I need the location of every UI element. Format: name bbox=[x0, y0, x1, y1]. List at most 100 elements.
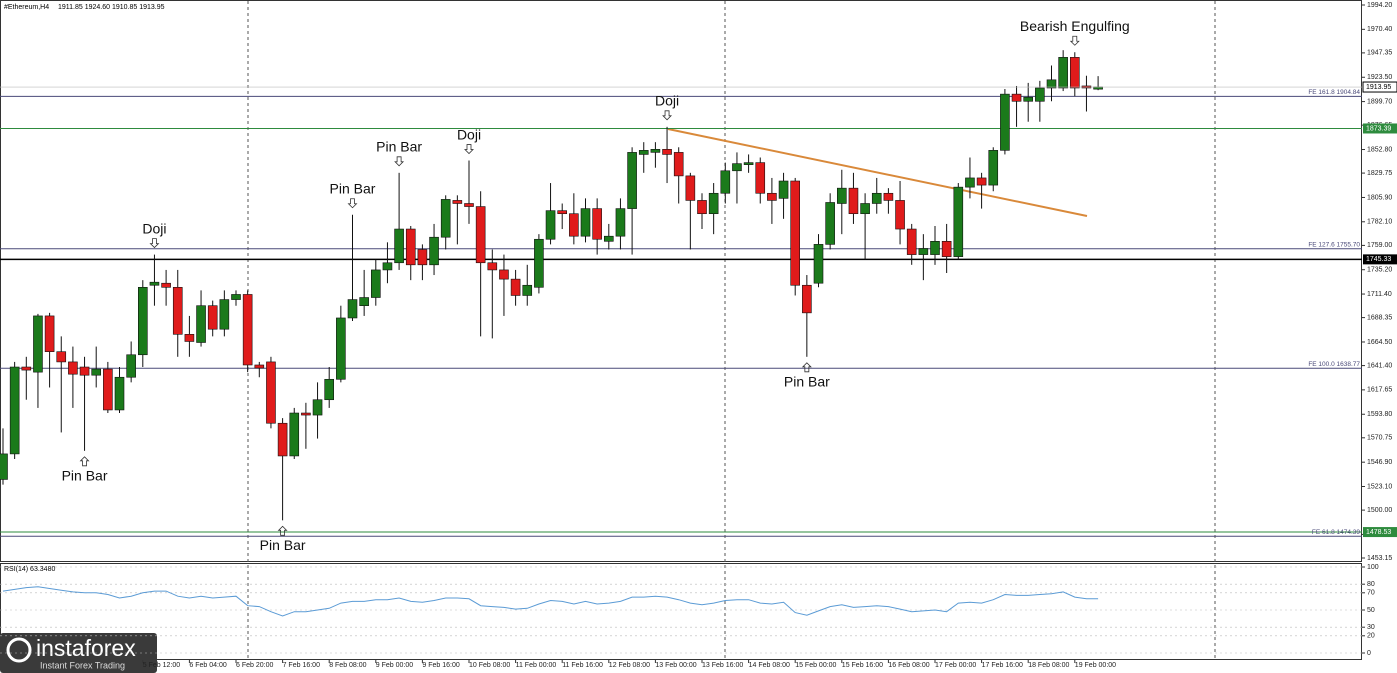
candle-body bbox=[580, 208, 591, 237]
logo-tagline: Instant Forex Trading bbox=[40, 660, 125, 670]
level-tag bbox=[1363, 254, 1397, 265]
arrow-up bbox=[79, 456, 90, 467]
candle-body bbox=[382, 262, 393, 271]
y-tick-label: 1500.00 bbox=[1367, 507, 1392, 514]
candle-body bbox=[767, 192, 777, 201]
level-label: FE 61.8 1474.39 bbox=[1312, 529, 1360, 536]
y-tick-label: 1570.75 bbox=[1367, 435, 1392, 442]
candle-body bbox=[965, 177, 975, 188]
candle-body bbox=[499, 269, 509, 280]
candle-body bbox=[33, 315, 43, 373]
x-tick-label: 9 Feb 00:00 bbox=[376, 662, 413, 669]
candle-body bbox=[627, 152, 637, 209]
y-tick-label: 1664.50 bbox=[1367, 339, 1392, 346]
candle-body bbox=[1058, 57, 1068, 89]
candle-body bbox=[941, 241, 952, 257]
y-tick-label: 1641.40 bbox=[1367, 362, 1392, 369]
level-tag bbox=[1363, 123, 1397, 134]
candle-body bbox=[557, 210, 568, 215]
candle-body bbox=[242, 294, 253, 366]
candle-body bbox=[440, 199, 451, 238]
logo-bg bbox=[0, 633, 157, 673]
candle-body bbox=[1035, 87, 1045, 102]
candle-body bbox=[1093, 86, 1103, 90]
candle-body bbox=[68, 361, 78, 375]
candle-body bbox=[231, 294, 241, 300]
candle-body bbox=[161, 282, 171, 288]
candle-body bbox=[510, 278, 521, 296]
candle-body bbox=[149, 281, 160, 286]
annotation: Pin Bar bbox=[376, 139, 422, 155]
y-tick-label: 1947.35 bbox=[1367, 50, 1392, 57]
candle-body bbox=[592, 208, 602, 240]
x-tick-label: 7 Feb 16:00 bbox=[283, 662, 320, 669]
candle-body bbox=[662, 149, 672, 155]
candle-body bbox=[277, 422, 288, 457]
candle-body bbox=[475, 206, 486, 264]
arrow-down bbox=[394, 156, 405, 167]
candle-body bbox=[708, 192, 719, 215]
y-tick-label: 1546.90 bbox=[1367, 459, 1392, 466]
y-tick-label: 1923.50 bbox=[1367, 74, 1392, 81]
x-tick-label: 11 Feb 16:00 bbox=[562, 662, 603, 669]
annotation: Bearish Engulfing bbox=[1020, 18, 1130, 34]
candle-body bbox=[207, 305, 218, 330]
level-tag-label: 1745.33 bbox=[1366, 256, 1391, 263]
y-tick-label: 1688.35 bbox=[1367, 314, 1392, 321]
candle-body bbox=[464, 203, 474, 207]
arrow-down bbox=[464, 144, 474, 155]
candle-body bbox=[1011, 93, 1022, 102]
x-tick-label: 18 Feb 08:00 bbox=[1028, 662, 1069, 669]
level-label: FE 100.0 1638.77 bbox=[1308, 361, 1360, 368]
candle-body bbox=[918, 248, 929, 255]
candle-body bbox=[802, 284, 812, 314]
candle-body bbox=[930, 241, 940, 255]
x-tick-label: 15 Feb 00:00 bbox=[795, 662, 836, 669]
candle-body bbox=[988, 150, 999, 186]
x-tick-label: 17 Feb 00:00 bbox=[935, 662, 976, 669]
x-tick-label: 19 Feb 00:00 bbox=[1075, 662, 1116, 669]
annotation: Pin Bar bbox=[62, 468, 108, 484]
y-tick-label: 100 bbox=[1367, 564, 1379, 571]
candle-body bbox=[906, 228, 917, 255]
x-tick-label: 16 Feb 08:00 bbox=[888, 662, 929, 669]
candle-body bbox=[347, 299, 358, 319]
candle-body bbox=[79, 366, 90, 376]
annotation: Pin Bar bbox=[784, 374, 830, 390]
candle-body bbox=[522, 284, 533, 296]
candle-body bbox=[743, 162, 754, 165]
main-frame bbox=[0, 0, 1362, 562]
candle-body bbox=[266, 361, 276, 424]
annotation: Pin Bar bbox=[330, 180, 376, 196]
candle-body bbox=[1023, 96, 1034, 102]
candle-body bbox=[21, 366, 32, 371]
arrow-down bbox=[1069, 35, 1080, 46]
y-tick-label: 30 bbox=[1367, 624, 1375, 631]
annotation: Pin Bar bbox=[260, 537, 306, 553]
candle-body bbox=[860, 203, 870, 215]
candle-body bbox=[114, 376, 125, 411]
x-tick-label: 13 Feb 16:00 bbox=[702, 662, 743, 669]
logo-name: instaforex bbox=[36, 635, 136, 661]
rsi-frame bbox=[0, 563, 1362, 660]
logo-icon bbox=[6, 637, 32, 663]
level-label: FE 127.6 1755.70 bbox=[1308, 241, 1360, 248]
candle-body bbox=[289, 412, 300, 457]
candle-body bbox=[9, 366, 20, 455]
x-tick-label: 13 Feb 00:00 bbox=[655, 662, 696, 669]
level-label: FE 161.8 1904.84 bbox=[1308, 89, 1360, 96]
y-tick-label: 1593.80 bbox=[1367, 411, 1392, 418]
candle-body bbox=[394, 228, 404, 264]
candle-body bbox=[790, 180, 801, 286]
arrow-up bbox=[277, 525, 288, 536]
arrow-down bbox=[149, 238, 160, 249]
level-tag bbox=[1363, 527, 1397, 538]
candle-body bbox=[103, 368, 113, 411]
rsi-title: RSI(14) 63.3480 bbox=[4, 566, 55, 573]
y-tick-label: 70 bbox=[1367, 590, 1375, 597]
candle-body bbox=[976, 177, 987, 186]
candle-body bbox=[138, 287, 148, 356]
candle-body bbox=[953, 186, 964, 257]
